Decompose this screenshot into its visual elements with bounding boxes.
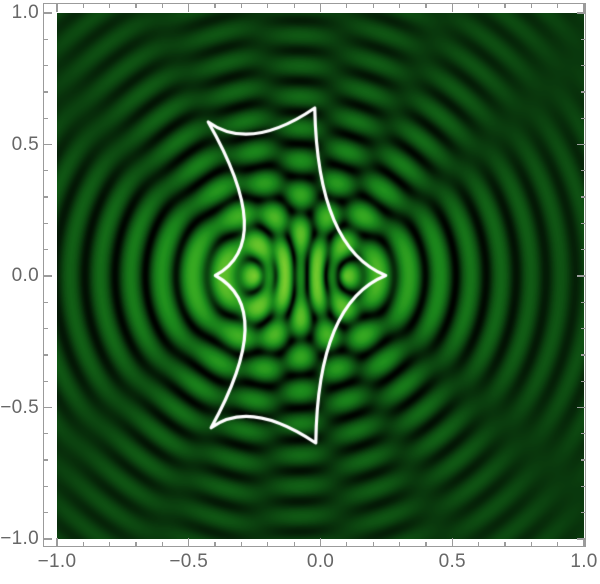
x-minor-tick-top	[346, 4, 348, 9]
x-minor-tick-top	[82, 4, 84, 9]
x-minor-tick-top	[477, 4, 480, 9]
y-major-tick-right	[577, 275, 585, 277]
y-major-tick	[44, 143, 52, 146]
y-minor-tick-right	[580, 459, 585, 461]
y-minor-tick	[44, 117, 49, 119]
x-minor-tick	[346, 541, 348, 546]
x-minor-tick-top	[109, 4, 111, 9]
x-major-tick-top	[188, 4, 190, 12]
x-minor-tick	[557, 541, 559, 546]
x-major-tick-top	[319, 4, 322, 12]
y-minor-tick-right	[580, 249, 585, 251]
y-minor-tick-right	[580, 170, 585, 172]
y-tick-label: 0.0	[11, 265, 39, 286]
y-minor-tick-right	[580, 196, 585, 198]
y-tick-label: −1.0	[0, 528, 39, 549]
x-minor-tick	[240, 541, 243, 546]
y-minor-tick	[44, 91, 49, 93]
y-minor-tick	[44, 64, 49, 67]
x-minor-tick-top	[398, 4, 401, 9]
x-major-tick	[56, 538, 58, 546]
y-minor-tick-right	[580, 38, 585, 40]
x-tick-label: 0.0	[306, 551, 335, 572]
y-minor-tick-right	[580, 91, 585, 93]
x-minor-tick-top	[293, 4, 295, 9]
y-minor-tick-right	[580, 433, 585, 435]
x-tick-label: −1.0	[37, 551, 77, 572]
x-major-tick	[583, 538, 585, 546]
y-minor-tick-right	[580, 117, 585, 119]
y-minor-tick	[44, 301, 49, 303]
y-tick-label: −0.5	[0, 396, 39, 418]
y-minor-tick	[44, 433, 49, 435]
y-minor-tick	[44, 512, 49, 514]
x-minor-tick	[425, 541, 427, 546]
x-minor-tick-top	[372, 4, 374, 9]
x-major-tick	[188, 538, 190, 546]
y-major-tick	[44, 406, 52, 409]
y-major-tick	[44, 538, 52, 540]
y-minor-tick-right	[580, 380, 585, 382]
y-minor-tick	[44, 459, 49, 461]
y-minor-tick	[44, 327, 49, 330]
y-minor-tick	[44, 222, 49, 225]
y-minor-tick	[44, 380, 49, 382]
x-minor-tick-top	[135, 4, 137, 9]
x-minor-tick	[530, 541, 532, 546]
x-minor-tick-top	[240, 4, 243, 9]
y-major-tick-right	[577, 538, 585, 540]
x-major-tick-top	[583, 4, 585, 12]
x-tick-label: 0.5	[438, 551, 466, 572]
x-minor-tick	[267, 541, 269, 546]
x-minor-tick-top	[214, 4, 216, 9]
y-tick-label: 0.5	[11, 133, 39, 155]
y-minor-tick-right	[580, 327, 585, 330]
x-minor-tick	[135, 541, 137, 546]
x-major-tick	[451, 538, 453, 546]
y-major-tick-right	[577, 406, 585, 409]
y-minor-tick-right	[580, 301, 585, 303]
y-minor-tick-right	[580, 354, 585, 356]
y-minor-tick	[44, 196, 49, 198]
x-minor-tick	[504, 541, 506, 546]
x-minor-tick	[214, 541, 216, 546]
y-minor-tick	[44, 249, 49, 251]
x-minor-tick-top	[557, 4, 559, 9]
x-minor-tick	[109, 541, 111, 546]
y-minor-tick	[44, 354, 49, 356]
y-minor-tick	[44, 170, 49, 172]
y-major-tick-right	[577, 12, 585, 14]
x-minor-tick-top	[267, 4, 269, 9]
x-minor-tick	[82, 541, 84, 546]
y-major-tick	[44, 12, 52, 14]
x-minor-tick	[477, 541, 480, 546]
x-minor-tick	[293, 541, 295, 546]
x-tick-label: −0.5	[169, 551, 209, 572]
y-minor-tick-right	[580, 222, 585, 225]
x-minor-tick	[372, 541, 374, 546]
y-minor-tick-right	[580, 512, 585, 514]
density-plot-canvas	[57, 13, 584, 539]
y-major-tick	[44, 275, 52, 277]
x-minor-tick-top	[161, 4, 164, 9]
x-minor-tick-top	[504, 4, 506, 9]
x-major-tick-top	[56, 4, 58, 12]
y-major-tick-right	[577, 143, 585, 146]
y-minor-tick	[44, 485, 49, 488]
x-major-tick-top	[451, 4, 453, 12]
x-minor-tick	[161, 541, 164, 546]
y-tick-label: 1.0	[11, 2, 39, 23]
x-minor-tick-top	[530, 4, 532, 9]
y-minor-tick	[44, 38, 49, 40]
y-minor-tick-right	[580, 64, 585, 67]
y-minor-tick-right	[580, 485, 585, 488]
x-minor-tick	[398, 541, 401, 546]
x-minor-tick-top	[425, 4, 427, 9]
x-major-tick	[319, 538, 322, 546]
x-tick-label: 1.0	[570, 551, 598, 572]
